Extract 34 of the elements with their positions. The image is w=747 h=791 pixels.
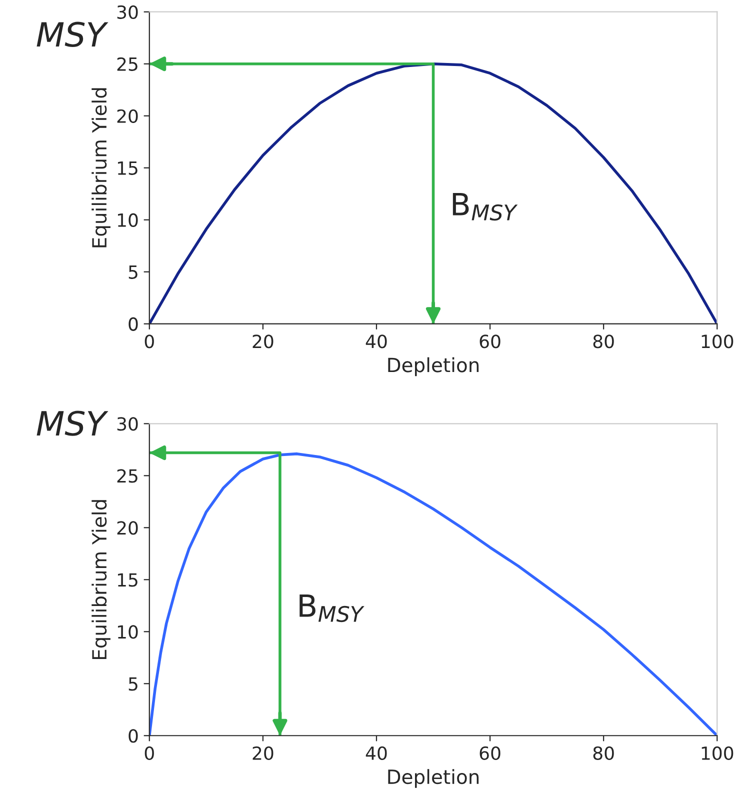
x-tick-label: 100 xyxy=(702,334,734,348)
x-tick-label: 40 xyxy=(366,746,387,760)
x-tick-label: 100 xyxy=(702,746,734,760)
x-tick-label: 80 xyxy=(593,746,614,760)
text: MSY xyxy=(36,22,108,47)
y-tick-label: 5 xyxy=(128,677,138,691)
y-tick-label: 10 xyxy=(118,213,138,227)
y-axis-title: Equilibrium Yield xyxy=(92,88,110,248)
y-tick-label: 5 xyxy=(128,266,138,279)
y-tick-label: 25 xyxy=(117,57,138,71)
y-tick-label: 15 xyxy=(118,162,138,175)
annotation: B$_{MSY}$ xyxy=(452,192,518,221)
text: MSY xyxy=(36,410,108,436)
y-tick-label: 30 xyxy=(117,417,138,431)
annotation: B$_{MSY}$ xyxy=(300,594,364,622)
y-tick-label: 20 xyxy=(117,521,138,535)
x-tick-label: 20 xyxy=(252,746,274,760)
x-axis-title: Depletion xyxy=(388,769,479,788)
x-axis-title: Depletion xyxy=(388,357,479,376)
y-axis-title: Equilibrium Yield xyxy=(92,500,110,660)
y-tick-label: 0 xyxy=(128,729,138,743)
y-tick-label: 0 xyxy=(128,317,138,331)
x-tick-label: 80 xyxy=(593,334,614,348)
y-tick-label: 30 xyxy=(117,5,138,19)
y-tick-label: 25 xyxy=(117,469,138,483)
x-tick-label: 0 xyxy=(144,746,154,760)
x-tick-label: 40 xyxy=(366,334,387,348)
x-tick-label: 60 xyxy=(480,746,500,760)
y-tick-label: 10 xyxy=(118,625,138,639)
y-tick-label: 15 xyxy=(118,573,138,587)
y-tick-label: 20 xyxy=(117,109,138,123)
x-tick-label: 60 xyxy=(480,334,500,348)
x-tick-label: 20 xyxy=(252,334,274,348)
x-tick-label: 0 xyxy=(144,334,154,348)
